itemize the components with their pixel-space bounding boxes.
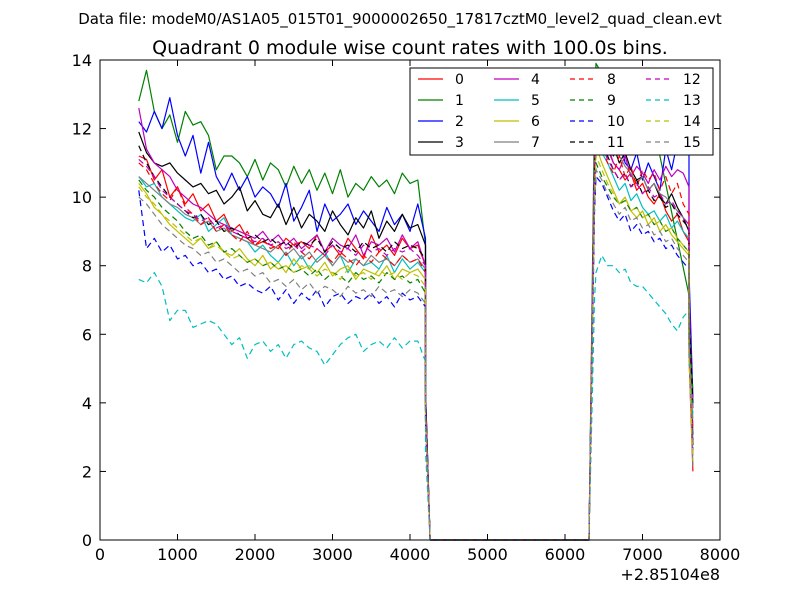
legend-label-9: 9 [607,93,616,109]
legend-label-11: 11 [607,135,625,151]
x-tick-label: 7000 [622,545,663,564]
x-tick-label: 8000 [700,545,741,564]
x-tick-label: 1000 [157,545,198,564]
legend-label-1: 1 [455,93,464,109]
legend-label-6: 6 [531,114,540,130]
series-line-2 [138,97,694,541]
legend-label-0: 0 [455,72,464,88]
legend-label-4: 4 [531,72,540,88]
legend-label-5: 5 [531,93,540,109]
legend-label-13: 13 [683,93,701,109]
y-tick-label: 2 [82,462,92,481]
series-line-7 [138,86,694,541]
legend-label-10: 10 [607,114,625,130]
chart-title: Quadrant 0 module wise count rates with … [152,37,668,59]
y-tick-label: 0 [82,531,92,550]
x-tick-label: 0 [95,545,105,564]
figure-suptitle: Data file: modeM0/AS1A05_015T01_90000026… [78,10,722,29]
legend-label-3: 3 [455,135,464,151]
y-tick-label: 4 [82,394,92,413]
legend-label-8: 8 [607,72,616,88]
y-tick-label: 6 [82,325,92,344]
x-tick-label: 3000 [312,545,353,564]
series-line-8 [138,134,694,541]
series-line-6 [138,145,694,541]
y-tick-label: 10 [72,188,92,207]
legend-label-2: 2 [455,114,464,130]
legend-label-15: 15 [683,135,701,151]
series-line-3 [138,90,694,541]
x-tick-label: 5000 [467,545,508,564]
y-tick-label: 12 [72,120,92,139]
y-tick-label: 8 [82,257,92,276]
axis-ticks: 0 1000 2000 3000 4000 5000 6000 7000 80000246810… [72,51,741,564]
series-line-14 [138,155,694,541]
legend-label-12: 12 [683,72,701,88]
x-tick-label: 6000 [545,545,586,564]
series-line-11 [138,128,694,541]
x-tick-label: 4000 [390,545,431,564]
legend-label-14: 14 [683,114,701,130]
series-line-13 [138,254,694,541]
x-tick-label: 2000 [235,545,276,564]
series-line-10 [138,176,694,541]
series-lines [138,62,694,541]
legend-box [409,67,714,156]
series-line-12 [138,131,694,541]
x-axis-offset-label: +2.85104e8 [620,565,720,584]
series-line-15 [138,169,694,541]
legend-label-7: 7 [531,135,540,151]
y-tick-label: 14 [72,51,92,70]
